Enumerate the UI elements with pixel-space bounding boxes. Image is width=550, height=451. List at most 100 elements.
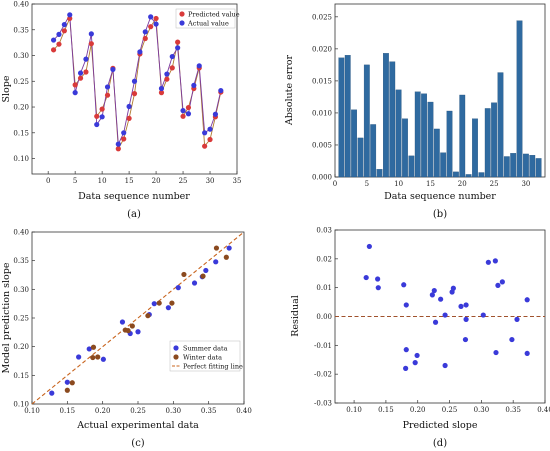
predicted-point bbox=[83, 69, 89, 75]
summer-point bbox=[49, 390, 55, 396]
residual-point bbox=[429, 292, 435, 298]
winter-point bbox=[125, 328, 131, 334]
residual-point bbox=[514, 316, 520, 322]
residual-point bbox=[438, 296, 444, 302]
x-tick-label: 30 bbox=[521, 180, 530, 188]
actual-point bbox=[148, 14, 154, 20]
y-tick-label: 0.40 bbox=[13, 1, 29, 9]
summer-point bbox=[175, 285, 181, 291]
y-tick-label: 0.010 bbox=[312, 109, 332, 117]
winter-point bbox=[69, 380, 75, 386]
legend-label-summer: Summer data bbox=[183, 345, 228, 353]
predicted-point bbox=[202, 143, 208, 149]
error-bar bbox=[351, 109, 357, 178]
summer-point bbox=[213, 259, 219, 265]
error-bar bbox=[472, 118, 478, 178]
residual-point bbox=[403, 302, 409, 308]
actual-point bbox=[72, 90, 78, 96]
x-tick-label: 0.10 bbox=[24, 407, 40, 415]
summer-point bbox=[135, 329, 141, 335]
winter-point bbox=[223, 254, 229, 260]
x-tick-label: 0 bbox=[46, 177, 50, 185]
y-tick-label: 0.20 bbox=[13, 104, 29, 112]
panel-c-legend: Summer data Winter data Perfect fitting … bbox=[169, 340, 243, 372]
x-tick-label: 10 bbox=[98, 177, 107, 185]
residual-point bbox=[499, 279, 505, 285]
predicted-point bbox=[131, 91, 138, 97]
x-tick-label: 0.15 bbox=[378, 406, 394, 414]
residual-point bbox=[375, 276, 381, 282]
x-tick-label: 0.40 bbox=[236, 407, 252, 415]
x-tick-label: 0 bbox=[333, 180, 337, 188]
error-bar bbox=[523, 153, 529, 178]
y-tick-label: 0.25 bbox=[13, 78, 29, 86]
residual-point bbox=[463, 316, 469, 322]
error-bar bbox=[453, 171, 459, 178]
winter-point bbox=[129, 323, 135, 329]
x-tick-label: 0.25 bbox=[442, 406, 458, 414]
error-bar bbox=[389, 61, 396, 178]
panel-a-frame bbox=[31, 3, 238, 175]
residual-point bbox=[442, 312, 448, 318]
legend-marker-summer bbox=[173, 345, 179, 351]
predicted-point bbox=[126, 115, 132, 121]
actual-point bbox=[121, 130, 127, 136]
actual-point bbox=[137, 49, 143, 55]
series-line-predicted bbox=[53, 17, 222, 151]
winter-point bbox=[145, 313, 151, 319]
y-tick-label: -0.01 bbox=[314, 342, 332, 350]
error-bar bbox=[427, 101, 434, 178]
residual-point bbox=[524, 297, 530, 303]
panel-a-ylabel: Slope bbox=[1, 75, 12, 102]
error-bar bbox=[338, 57, 345, 178]
actual-point bbox=[88, 31, 94, 37]
x-tick-label: 0.30 bbox=[474, 406, 490, 414]
x-tick-label: 0.30 bbox=[166, 407, 182, 415]
summer-point bbox=[203, 267, 209, 274]
summer-point bbox=[86, 346, 92, 352]
predicted-point bbox=[207, 136, 213, 143]
error-bar bbox=[370, 124, 377, 178]
error-bar bbox=[503, 156, 510, 178]
residual-point bbox=[480, 312, 486, 318]
y-tick-label: 0.00 bbox=[316, 313, 332, 321]
actual-point bbox=[191, 82, 197, 88]
error-bar bbox=[433, 128, 440, 178]
residual-point bbox=[432, 319, 439, 325]
x-tick-label: 30 bbox=[206, 177, 215, 185]
winter-point bbox=[169, 300, 175, 306]
panel-b-frame bbox=[334, 3, 546, 178]
panel-b-xlabel: Data sequence number bbox=[384, 191, 496, 202]
panel-b-label: (b) bbox=[433, 209, 447, 220]
predicted-point bbox=[72, 82, 78, 88]
x-tick-label: 0.10 bbox=[346, 406, 362, 414]
legend-label-predicted: Predicted value bbox=[188, 11, 240, 19]
error-bar bbox=[446, 110, 453, 178]
actual-point bbox=[50, 37, 57, 43]
panel-a-legend: Predicted value Actual value bbox=[175, 8, 240, 29]
error-bar bbox=[510, 153, 517, 178]
predicted-point bbox=[142, 35, 148, 42]
x-tick-label: 20 bbox=[458, 180, 467, 188]
actual-point bbox=[207, 126, 213, 132]
actual-point bbox=[104, 84, 111, 90]
predicted-point bbox=[88, 41, 94, 47]
error-bar bbox=[535, 158, 542, 178]
legend-label-winter: Winter data bbox=[183, 354, 222, 362]
actual-point bbox=[131, 78, 138, 84]
winter-point bbox=[181, 271, 187, 278]
actual-point bbox=[153, 21, 159, 27]
x-tick-label: 20 bbox=[152, 177, 161, 185]
panel-d-xlabel: Predicted slope bbox=[403, 420, 478, 431]
error-bar bbox=[516, 20, 523, 178]
panel-a-xlabel: Data sequence number bbox=[78, 191, 190, 202]
actual-point bbox=[142, 29, 148, 35]
y-tick-label: 0.15 bbox=[13, 372, 29, 380]
residual-point bbox=[401, 282, 407, 288]
x-tick-label: 15 bbox=[426, 180, 435, 188]
predicted-point bbox=[77, 75, 84, 81]
y-tick-label: 0.005 bbox=[312, 141, 332, 149]
actual-point bbox=[175, 45, 181, 51]
actual-point bbox=[83, 56, 89, 62]
actual-point bbox=[115, 141, 121, 147]
